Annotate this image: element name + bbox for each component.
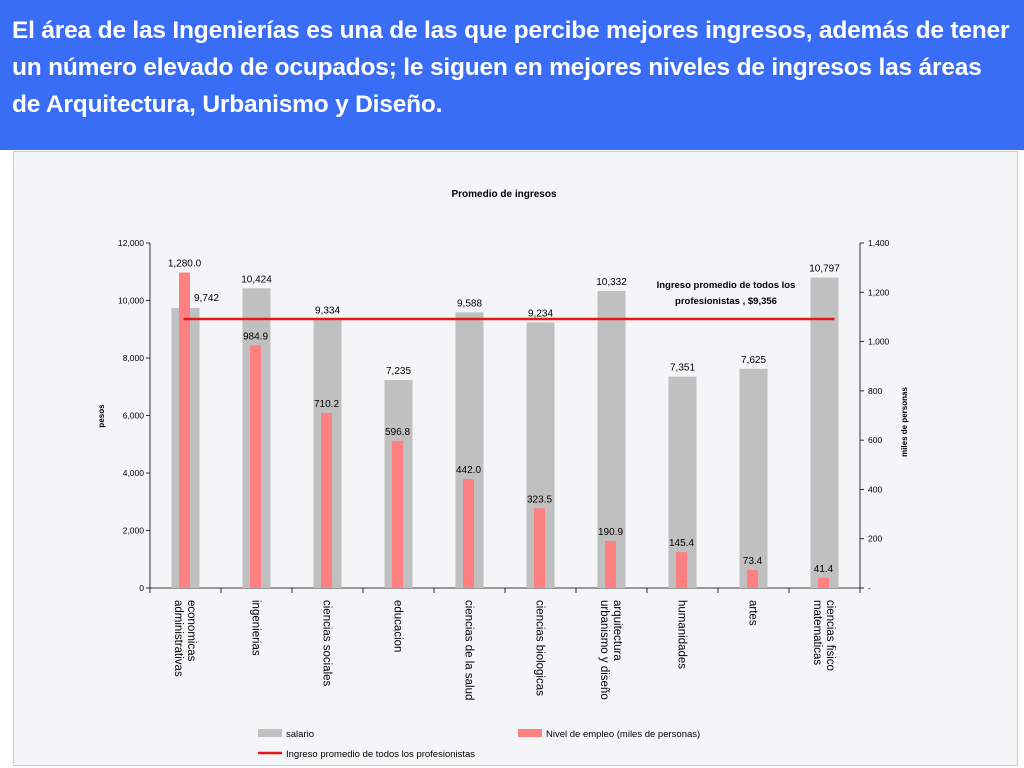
y-tick-label: 2,000 [123, 526, 145, 536]
employment-data-label: 323.5 [527, 494, 552, 505]
legend-average-label: Ingreso promedio de todos los profesioni… [286, 749, 475, 760]
employment-data-label: 1,280.0 [168, 259, 202, 270]
y2-tick-label: 600 [868, 435, 882, 445]
salary-data-label: 7,625 [741, 355, 766, 366]
legend-empleo-label: Nivel de empleo (miles de personas) [546, 729, 700, 740]
slide-header: El área de las Ingenierías es una de las… [0, 0, 1024, 150]
category-label: economicas [185, 600, 197, 662]
category-label: humanidades [676, 600, 688, 669]
legend-empleo-swatch [518, 729, 542, 737]
employment-bar [179, 272, 190, 588]
y2-tick-label: 200 [868, 534, 882, 544]
employment-bar [534, 508, 545, 588]
average-annotation-line1: Ingreso promedio de todos los [657, 280, 796, 291]
category-label: ciencias de la salud [463, 600, 475, 700]
employment-bar [605, 540, 616, 588]
salary-data-label: 10,424 [241, 274, 272, 285]
salary-bar [810, 277, 839, 588]
employment-data-label: 145.4 [669, 538, 694, 549]
legend-salario-label: salario [286, 729, 314, 740]
y2-axis-title: miles de personas [900, 387, 909, 457]
chart-title: Promedio de ingresos [451, 189, 556, 200]
salary-data-label: 9,334 [315, 306, 340, 317]
employment-data-label: 190.9 [598, 527, 623, 538]
y2-tick-label: - [868, 583, 871, 593]
category-label: ciencias sociales [321, 600, 333, 687]
category-label: arquitectura [611, 600, 623, 661]
category-label: educacion [392, 600, 404, 652]
y2-tick-label: 1,200 [868, 287, 890, 297]
category-label: ciencias biologicas [534, 600, 546, 696]
employment-bar [676, 552, 687, 588]
y-axis-title: pesos [97, 404, 106, 428]
employment-data-label: 596.8 [385, 427, 410, 438]
employment-data-label: 984.9 [243, 331, 268, 342]
category-label: artes [747, 600, 759, 626]
salary-data-label: 10,797 [809, 264, 840, 275]
category-label: matematicas [811, 600, 823, 665]
y2-tick-label: 400 [868, 484, 882, 494]
y2-tick-label: 800 [868, 386, 882, 396]
y-tick-label: 0 [139, 583, 144, 593]
category-label: ciencias fisico [824, 600, 836, 671]
salary-data-label: 9,742 [194, 293, 219, 304]
salary-data-label: 9,588 [457, 298, 482, 309]
salary-data-label: 10,332 [596, 277, 627, 288]
salary-data-label: 7,235 [386, 366, 411, 377]
salary-data-label: 9,234 [528, 309, 553, 320]
employment-bar [463, 479, 474, 588]
employment-bar [250, 345, 261, 588]
slide-title: El área de las Ingenierías es una de las… [12, 17, 1010, 118]
y2-tick-label: 1,000 [868, 337, 890, 347]
category-label: ingenierias [250, 600, 262, 656]
y-tick-label: 8,000 [123, 353, 145, 363]
category-label: urbanismo y diseño [598, 600, 610, 700]
y-tick-label: 12,000 [118, 238, 144, 248]
employment-bar [818, 577, 829, 588]
employment-data-label: 442.0 [456, 465, 481, 476]
employment-data-label: 710.2 [314, 399, 339, 410]
employment-data-label: 41.4 [814, 564, 834, 575]
employment-bar [392, 440, 403, 588]
income-chart: Promedio de ingresos 0 2,000 4,000 6,000 8,00… [97, 189, 909, 760]
chart-area: Promedio de ingresos 0 2,000 4,000 6,000 8,00… [13, 151, 1018, 766]
salary-data-label: 7,351 [670, 363, 695, 374]
employment-bar [321, 412, 332, 588]
y-tick-label: 10,000 [118, 296, 144, 306]
y2-tick-label: 1,400 [868, 238, 890, 248]
average-annotation-line2: profesionistas , $9,356 [675, 296, 777, 307]
legend-salario-swatch [258, 729, 282, 737]
salary-bar [739, 368, 768, 588]
category-label: administrativas [172, 600, 184, 677]
employment-data-label: 73.4 [743, 556, 763, 567]
salary-bar [597, 290, 626, 588]
employment-bar [747, 569, 758, 588]
y-tick-label: 6,000 [123, 411, 145, 421]
y-tick-label: 4,000 [123, 468, 145, 478]
